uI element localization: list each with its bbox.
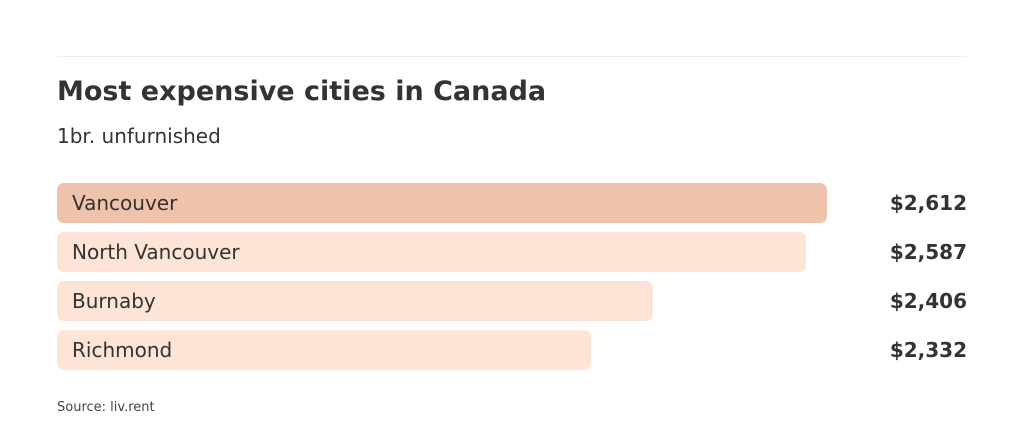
bar-value-label: $2,587 (889, 240, 967, 264)
bar (57, 232, 806, 272)
source-note: Source: liv.rent (57, 400, 155, 415)
bar-value-label: $2,612 (889, 191, 967, 215)
bar-category-label: North Vancouver (72, 240, 240, 264)
top-divider (57, 56, 967, 57)
bar (57, 281, 653, 321)
bar (57, 183, 827, 223)
bar-value-label: $2,406 (889, 289, 967, 313)
bar-row: North Vancouver $2,587 (57, 232, 967, 272)
bar-row: Burnaby $2,406 (57, 281, 967, 321)
bar-value-label: $2,332 (889, 338, 967, 362)
chart-subtitle: 1br. unfurnished (57, 124, 221, 148)
bar (57, 330, 591, 370)
bar-category-label: Vancouver (72, 191, 178, 215)
bar-category-label: Richmond (72, 338, 173, 362)
bar-chart: Vancouver $2,612 North Vancouver $2,587 Burn… (57, 183, 967, 373)
bar-row: Richmond $2,332 (57, 330, 967, 370)
bar-category-label: Burnaby (72, 289, 156, 313)
chart-title: Most expensive cities in Canada (57, 76, 547, 107)
bar-row: Vancouver $2,612 (57, 183, 967, 223)
